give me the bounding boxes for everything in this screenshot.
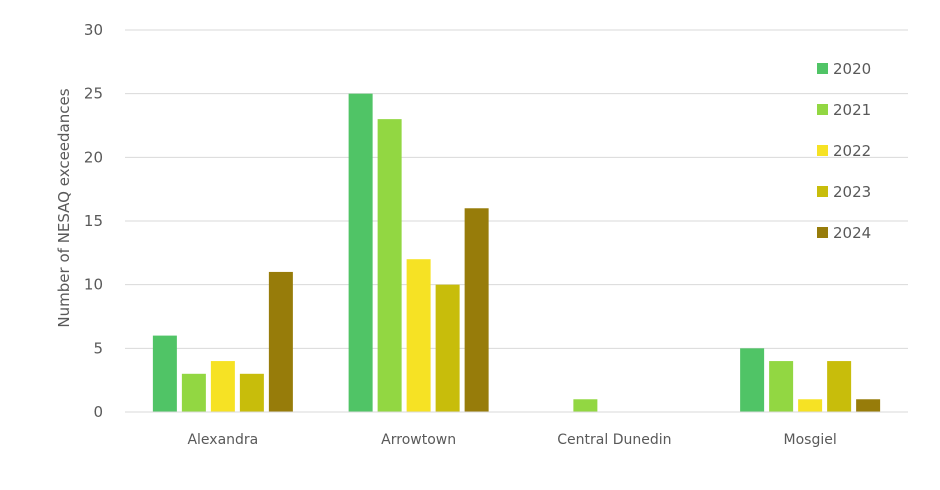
bar-2020-mosgiel [740, 348, 765, 412]
y-tick-label: 20 [84, 148, 103, 166]
y-tick-label: 10 [84, 276, 103, 294]
y-tick-label: 25 [84, 85, 103, 103]
y-tick-label: 0 [93, 403, 103, 421]
bar-2023-mosgiel [827, 361, 852, 412]
x-category-label: Mosgiel [784, 432, 837, 448]
bar-2020-alexandra [152, 335, 177, 412]
legend-label: 2024 [833, 224, 871, 242]
bar-2021-central-dunedin [573, 399, 598, 412]
y-axis-ticks: 0 5 10 15 20 25 30 [84, 21, 103, 421]
bar-2024-alexandra [268, 271, 293, 412]
x-category-label: Alexandra [187, 432, 258, 448]
y-axis-title: Number of NESAQ exceedances [55, 88, 73, 327]
bar-2022-alexandra [210, 361, 235, 412]
legend-label: 2022 [833, 142, 871, 160]
bar-2021-arrowtown [377, 119, 402, 412]
gridlines [125, 29, 908, 349]
legend-swatch [817, 63, 828, 74]
bar-2021-mosgiel [769, 361, 794, 412]
bar-2020-arrowtown [348, 93, 373, 413]
bar-2021-alexandra [181, 373, 206, 412]
x-category-label: Central Dunedin [557, 432, 671, 448]
bar-2024-mosgiel [856, 399, 881, 412]
x-axis-categories: Alexandra Arrowtown Central Dunedin Mosgiel [187, 432, 836, 448]
bar-2023-alexandra [239, 373, 264, 412]
bar-2022-mosgiel [798, 399, 823, 412]
bar-2023-arrowtown [435, 284, 460, 412]
x-category-label: Arrowtown [381, 432, 456, 448]
y-tick-label: 5 [93, 339, 103, 357]
legend-swatch [817, 186, 828, 197]
y-tick-label: 15 [84, 212, 103, 230]
bar-2024-arrowtown [464, 208, 489, 412]
bars [152, 93, 881, 413]
y-tick-label: 30 [84, 21, 103, 39]
legend-swatch [817, 104, 828, 115]
legend-label: 2020 [833, 60, 871, 78]
legend: 2020 2021 2022 2023 2024 [817, 60, 871, 242]
legend-label: 2021 [833, 101, 871, 119]
bar-2022-arrowtown [406, 259, 431, 412]
legend-label: 2023 [833, 183, 871, 201]
legend-swatch [817, 227, 828, 238]
legend-swatch [817, 145, 828, 156]
